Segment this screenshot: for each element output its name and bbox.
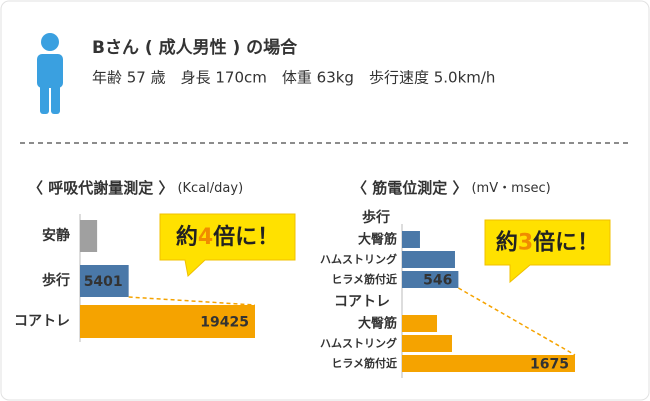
category-label: 大臀筋 [358,232,397,248]
chart-title: 〈 筋電位測定 〉 (mV・msec) [352,179,551,197]
category-label: コアトレ [14,314,70,330]
chart-title: 〈 呼吸代謝量測定 〉 (Kcal/day) [28,179,243,197]
bar [402,251,455,268]
callout-part: 倍に！ [213,224,279,250]
subject-name: Bさん ( 成人男性 ) の場合 [92,37,298,58]
legend-label: コアトレ [334,294,390,310]
category-label: ハムストリング [320,336,397,350]
bar [80,265,129,297]
category-label: ヒラメ筋付近 [331,272,397,286]
legend-label: 歩行 [362,209,390,226]
callout-box [159,213,296,277]
connector [458,287,576,356]
subject-details: 年齢 57 歳 身長 170cm 体重 63kg 歩行速度 5.0km/h [92,69,495,87]
bar [402,315,438,332]
value-label: 1675 [530,357,569,373]
category-label: 歩行 [42,272,70,289]
value-label: 19425 [200,315,249,331]
chart-title-text: 〈 筋電位測定 〉 [352,179,467,197]
value-label: 5401 [84,274,123,290]
category-label: ハムストリング [320,252,397,266]
callout-part: 4 [198,225,213,250]
bar [402,335,452,352]
callout-part: 3 [518,231,533,256]
callout-part: 倍に！ [533,230,599,256]
chart-unit: (Kcal/day) [177,181,243,196]
bar [80,220,98,252]
callout-box [484,219,611,284]
person-icon [37,33,63,114]
chart-title-text: 〈 呼吸代謝量測定 〉 [28,179,173,197]
callout-text: 約3倍に！ [496,230,599,256]
callout-part: 約 [176,224,198,250]
chart-unit: (mV・msec) [471,181,550,196]
category-label: 大臀筋 [358,316,397,332]
bar [402,271,459,288]
category-label: ヒラメ筋付近 [331,356,397,370]
category-label: 安静 [42,227,70,244]
connector [128,296,256,306]
bar [402,231,420,248]
value-label: 546 [423,273,452,289]
callout-text: 約4倍に！ [176,224,279,250]
bar [402,355,575,372]
callout-part: 約 [496,230,518,256]
bar [80,305,255,338]
